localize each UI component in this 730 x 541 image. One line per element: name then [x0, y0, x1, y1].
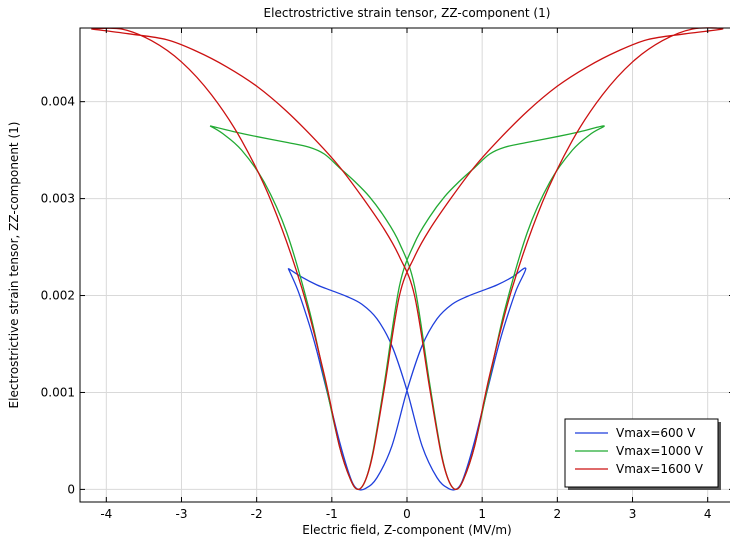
x-tick-label: -3 [175, 507, 187, 521]
series-line [91, 27, 724, 491]
y-tick-label: 0.004 [41, 95, 75, 109]
x-tick-label: 1 [478, 507, 486, 521]
grid [80, 28, 730, 502]
y-ticks: 0 0.001 0.002 0.003 0.004 [41, 95, 730, 496]
chart-title: Electrostrictive strain tensor, ZZ-compo… [264, 6, 551, 20]
x-tick-label: -2 [251, 507, 263, 521]
y-tick-label: 0.002 [41, 289, 75, 303]
y-tick-label: 0 [67, 482, 75, 496]
legend-entry: Vmax=600 V [616, 426, 696, 440]
x-ticks: -4 -3 -2 -1 0 1 2 3 4 [100, 28, 712, 521]
x-tick-label: -1 [326, 507, 338, 521]
legend-box [564, 418, 719, 488]
x-tick-label: 2 [554, 507, 562, 521]
y-tick-label: 0.003 [41, 192, 75, 206]
legend-entry: Vmax=1000 V [616, 444, 704, 458]
x-tick-label: 3 [629, 507, 637, 521]
x-tick-label: -4 [100, 507, 112, 521]
legend: Vmax=600 V Vmax=1000 V Vmax=1600 V [564, 418, 721, 490]
x-tick-label: 4 [704, 507, 712, 521]
series-line [287, 267, 527, 491]
legend-entry: Vmax=1600 V [616, 462, 704, 476]
x-tick-label: 0 [403, 507, 411, 521]
x-axis-label: Electric field, Z-component (MV/m) [302, 523, 512, 537]
series-layer [91, 27, 724, 491]
y-tick-label: 0.001 [41, 385, 75, 399]
y-axis-label: Electrostrictive strain tensor, ZZ-compo… [7, 122, 21, 409]
